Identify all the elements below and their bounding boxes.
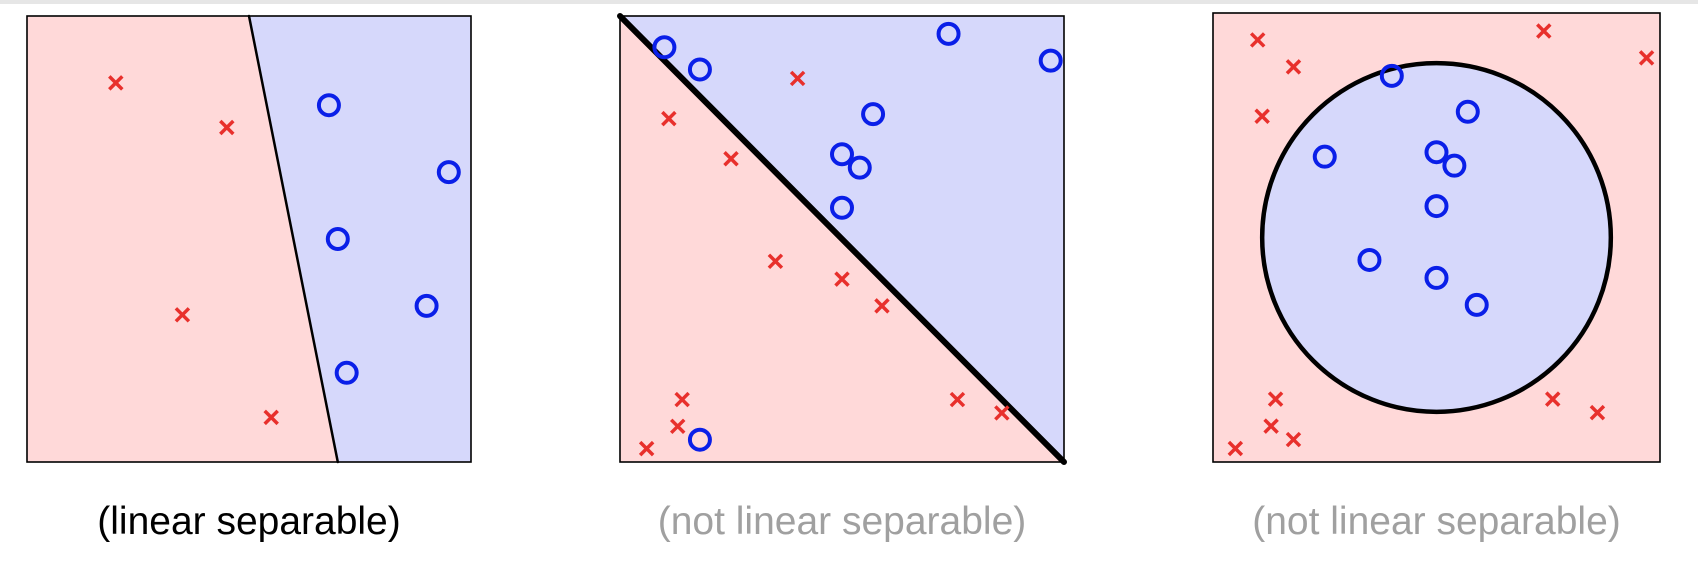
cross-marker xyxy=(1544,391,1561,407)
decision-boundary-line xyxy=(247,14,340,464)
cross-marker xyxy=(834,271,850,287)
cross-marker xyxy=(263,409,279,426)
cross-marker xyxy=(638,440,655,457)
circle-marker xyxy=(1312,144,1337,169)
panel-frame xyxy=(1212,12,1661,463)
cross-marker xyxy=(767,253,784,270)
circle-marker xyxy=(316,93,341,118)
circle-marker xyxy=(334,360,359,385)
circle-marker xyxy=(936,21,961,46)
panel-frame xyxy=(26,15,472,463)
decision-boundary-circle xyxy=(1259,60,1614,415)
circle-marker xyxy=(1455,99,1480,124)
circle-marker xyxy=(830,142,854,167)
cross-marker xyxy=(874,298,890,314)
cross-marker xyxy=(661,110,677,127)
caption-linear-separable: (linear separable) xyxy=(97,500,401,543)
circle-marker xyxy=(414,293,439,318)
circle-marker xyxy=(1464,292,1489,317)
decision-boundary-line xyxy=(617,13,1067,465)
circle-marker xyxy=(1357,247,1382,272)
caption-not-linear-separable-diagonal: (not linear separable) xyxy=(657,500,1027,543)
cross-marker xyxy=(949,391,966,408)
circle-marker xyxy=(325,227,350,251)
blue-region xyxy=(1262,63,1611,412)
cross-marker xyxy=(1536,23,1552,39)
circle-marker xyxy=(1424,140,1449,165)
cross-marker xyxy=(674,391,690,408)
cross-marker xyxy=(1254,108,1270,125)
cross-marker xyxy=(1285,431,1302,448)
caption-not-linear-separable-circle: (not linear separable) xyxy=(1252,500,1621,543)
cross-marker xyxy=(1638,50,1655,66)
circle-marker xyxy=(687,57,712,82)
cross-marker xyxy=(1263,418,1279,434)
panel-frame xyxy=(619,15,1065,463)
cross-marker xyxy=(789,70,806,87)
blue-region xyxy=(249,16,471,462)
circle-marker xyxy=(687,427,712,452)
cross-marker xyxy=(1227,440,1244,457)
cross-marker xyxy=(994,405,1010,421)
circle-marker xyxy=(1038,48,1063,73)
circle-marker xyxy=(1424,265,1449,290)
cross-marker xyxy=(669,418,686,435)
cross-marker xyxy=(723,150,739,167)
circle-marker xyxy=(436,160,461,185)
cross-marker xyxy=(1589,404,1606,421)
circle-marker xyxy=(1424,194,1449,219)
circle-marker xyxy=(830,195,854,220)
circle-marker xyxy=(861,102,886,127)
panel-diagonal xyxy=(617,13,1067,465)
circle-marker xyxy=(652,35,677,60)
cross-marker xyxy=(1285,59,1302,75)
cross-marker xyxy=(1267,391,1284,407)
cross-marker xyxy=(108,75,124,91)
circle-marker xyxy=(1442,153,1467,178)
panel-linear xyxy=(26,14,472,464)
circle-marker xyxy=(847,155,872,180)
cross-marker xyxy=(174,307,191,323)
circle-marker xyxy=(1379,63,1404,88)
top-divider xyxy=(0,0,1698,4)
panel-circle xyxy=(1212,12,1661,463)
cross-marker xyxy=(219,119,235,136)
cross-marker xyxy=(1249,32,1266,48)
